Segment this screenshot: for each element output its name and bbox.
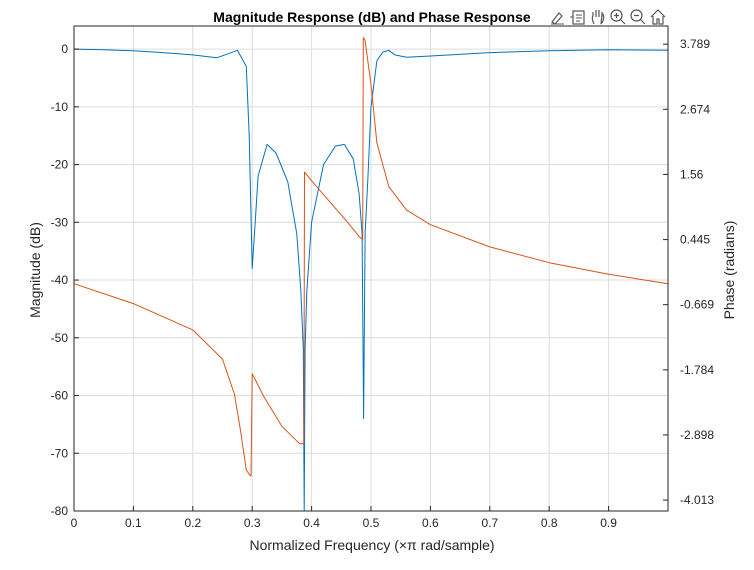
y-left-tick-label: -70 — [51, 446, 69, 460]
y-axis-label-right: Phase (radians) — [721, 221, 737, 320]
y-right-tick-label: -4.013 — [680, 493, 714, 507]
brush-icon[interactable] — [549, 8, 567, 26]
magnitude-response-line — [73, 48, 669, 512]
zoom-in-icon[interactable] — [609, 8, 627, 26]
y-left-tick-label: 0 — [61, 42, 68, 56]
x-tick-label: 0.4 — [303, 516, 320, 530]
axes — [73, 25, 669, 512]
y-right-tick-label: 2.674 — [680, 102, 710, 116]
y-left-tick-label: -30 — [51, 215, 69, 229]
y-right-tick-label: -0.669 — [680, 298, 714, 312]
y-right-tick-label: 0.445 — [680, 233, 710, 247]
chart-title: Magnitude Response (dB) and Phase Respon… — [213, 9, 531, 25]
y-right-tick-label: 3.789 — [680, 37, 710, 51]
y-left-tick-label: -60 — [51, 389, 69, 403]
x-tick-label: 0.3 — [244, 516, 261, 530]
zoom-out-icon[interactable] — [629, 8, 647, 26]
plot-frame — [73, 25, 669, 512]
y-right-tick-label: 1.56 — [680, 167, 704, 181]
x-tick-label: 0.9 — [600, 516, 617, 530]
y-left-tick-label: -20 — [51, 158, 69, 172]
axes-toolbar — [549, 8, 667, 26]
x-tick-label: 0.8 — [541, 516, 558, 530]
y-left-tick-label: -10 — [51, 100, 69, 114]
y-axis-label-left: Magnitude (dB) — [27, 222, 43, 318]
plot-lines — [73, 37, 669, 512]
y-left-tick-label: -80 — [51, 504, 69, 518]
datatip-icon[interactable] — [569, 8, 587, 26]
y-right-tick-label: -1.784 — [680, 363, 714, 377]
tick-labels: 0 0.1 0.2 0.3 0.4 0.5 0.6 0.7 0.8 0.9 0 -10 -20 -30 -4… — [51, 37, 715, 530]
y-right-tick-label: -2.898 — [680, 428, 714, 442]
x-tick-label: 0.1 — [125, 516, 142, 530]
pan-hand-icon[interactable] — [589, 8, 607, 26]
y-left-tick-label: -50 — [51, 331, 69, 345]
x-tick-label: 0.5 — [363, 516, 380, 530]
y-left-tick-label: -40 — [51, 273, 69, 287]
x-tick-label: 0.2 — [184, 516, 201, 530]
x-axis-label: Normalized Frequency (×π rad/sample) — [249, 537, 494, 553]
x-tick-label: 0 — [71, 516, 78, 530]
home-icon[interactable] — [649, 8, 667, 26]
x-tick-label: 0.6 — [422, 516, 439, 530]
x-tick-label: 0.7 — [481, 516, 498, 530]
phase-response-line — [73, 37, 669, 477]
